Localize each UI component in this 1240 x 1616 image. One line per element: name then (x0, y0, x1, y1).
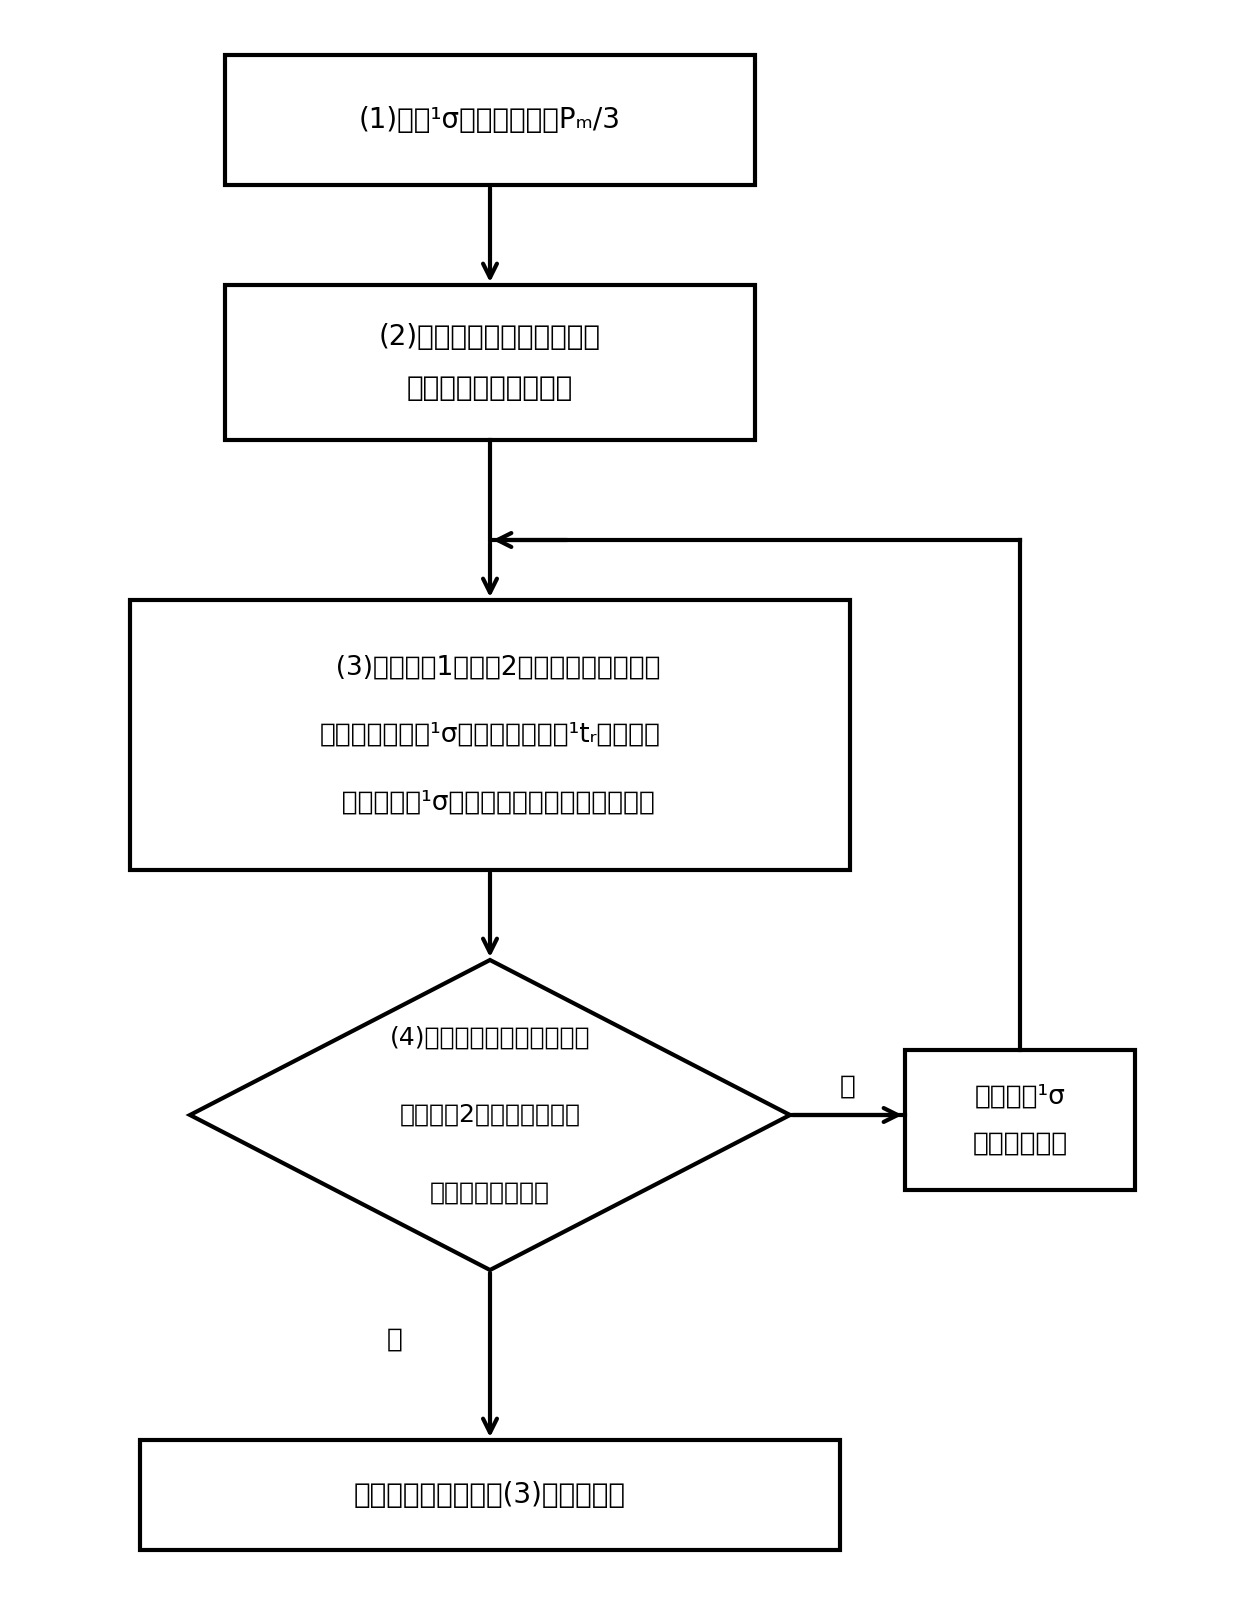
Text: 在所设定的¹σ值条件下的最优第一维色谱峰: 在所设定的¹σ值条件下的最优第一维色谱峰 (325, 790, 655, 816)
Text: 是: 是 (387, 1327, 403, 1353)
Text: 求出在所设定的¹σ值条件下的最优¹tᵣ值，得到: 求出在所设定的¹σ值条件下的最优¹tᵣ值，得到 (320, 722, 661, 748)
Bar (224, 55, 755, 184)
Text: (1)设置¹σ的初始值等于Pₘ/3: (1)设置¹σ的初始值等于Pₘ/3 (360, 107, 621, 134)
Text: (4)所得到的第一维色谱峰，: (4)所得到的第一维色谱峰， (389, 1026, 590, 1049)
Text: 重新赋予¹σ: 重新赋予¹σ (975, 1084, 1065, 1110)
Text: (2)设置第一维色谱峰的面积: (2)设置第一维色谱峰的面积 (379, 323, 601, 351)
Text: 一个更小的值: 一个更小的值 (972, 1130, 1068, 1157)
Text: 否: 否 (839, 1075, 856, 1100)
Text: 通过公式2的计算，是否只: 通过公式2的计算，是否只 (399, 1104, 580, 1126)
Text: 为两调制峰的面积之和: 为两调制峰的面积之和 (407, 375, 573, 402)
Text: 能产生两个调制峰: 能产生两个调制峰 (430, 1181, 551, 1204)
Text: 停止计算，采用步骤(3)所得的结果: 停止计算，采用步骤(3)所得的结果 (353, 1480, 626, 1509)
Text: (3)结合公式1和公式2，通过非线性规划法: (3)结合公式1和公式2，通过非线性规划法 (319, 654, 661, 680)
Polygon shape (190, 960, 790, 1270)
Bar (130, 600, 849, 869)
Bar (140, 1440, 839, 1550)
Bar (224, 284, 755, 440)
Bar (905, 1050, 1135, 1189)
